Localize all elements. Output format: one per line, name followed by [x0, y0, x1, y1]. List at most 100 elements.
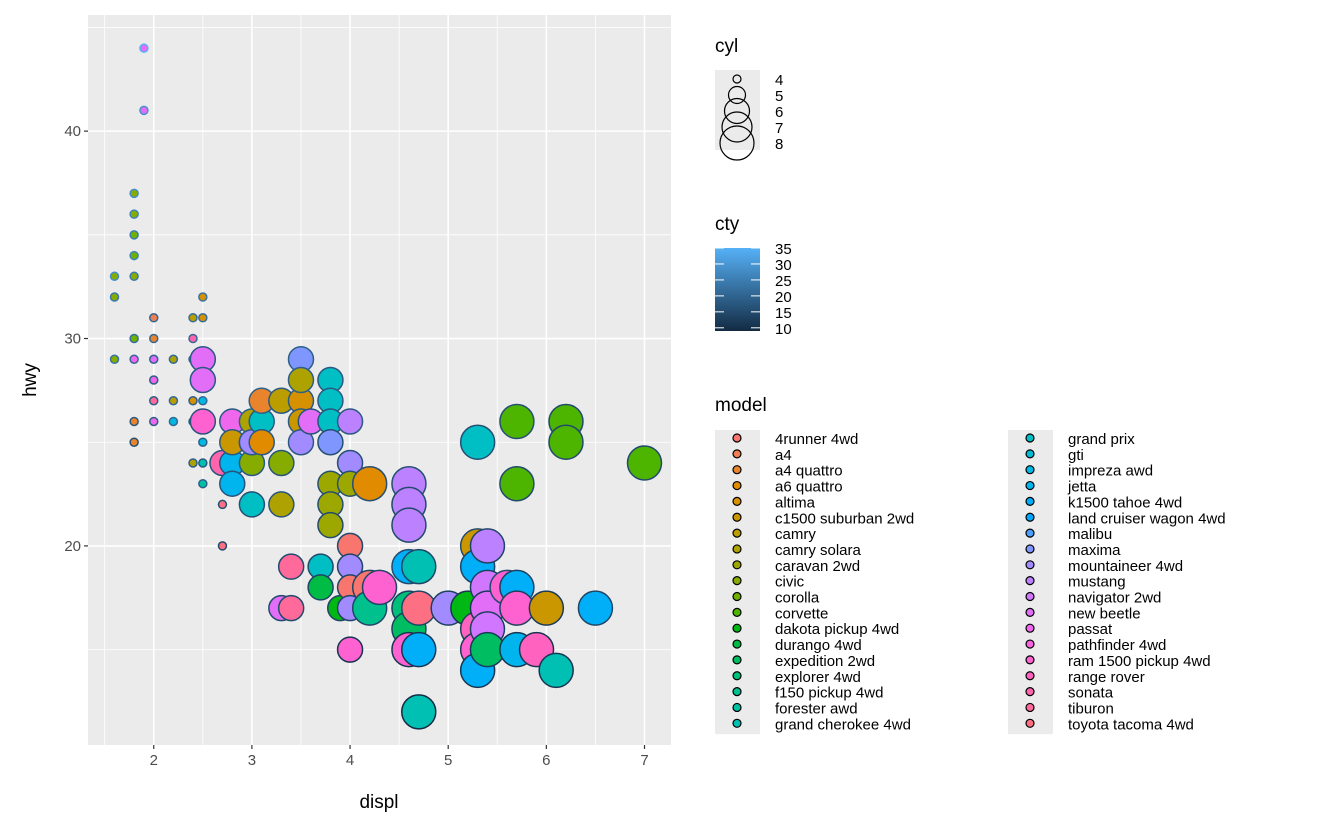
data-point — [528, 590, 565, 626]
data-point — [219, 470, 246, 497]
data-point — [188, 313, 198, 323]
legend-cyl-label: 5 — [775, 88, 783, 105]
legend-model-label: k1500 tahoe 4wd — [1068, 494, 1182, 511]
legend-model-label: corolla — [775, 590, 820, 607]
plot-panel — [88, 15, 671, 745]
data-point — [469, 528, 506, 564]
data-point — [391, 507, 427, 543]
legend-cyl-label: 7 — [775, 120, 783, 137]
legend-model-label: forester awd — [775, 700, 858, 717]
legend-model-label: altima — [775, 494, 816, 511]
data-point — [268, 491, 295, 518]
data-point — [317, 428, 344, 456]
legend-model-label: passat — [1068, 621, 1113, 638]
legend-model-label: a4 quattro — [775, 463, 843, 480]
legend-model-key — [1025, 433, 1035, 443]
legend-cyl-label: 6 — [775, 104, 783, 121]
legend-model-label: mountaineer 4wd — [1068, 558, 1183, 575]
data-point — [189, 366, 217, 394]
legend-cty-label: 20 — [775, 289, 792, 306]
legend-model-label: new beetle — [1068, 605, 1141, 622]
legend-size-key — [723, 97, 751, 125]
data-point — [198, 292, 208, 302]
legend-model-label: grand prix — [1068, 431, 1135, 448]
legend-model-key — [1025, 718, 1035, 728]
y-axis-title: hwy — [20, 363, 41, 397]
legend-model-key — [1025, 560, 1035, 570]
legend-model-key — [732, 576, 742, 586]
legend-cyl-title: cyl — [715, 36, 738, 57]
data-point — [129, 354, 139, 365]
data-point — [129, 437, 139, 447]
data-point — [129, 188, 139, 199]
data-point — [277, 553, 305, 580]
legend-model-key — [732, 639, 742, 649]
data-point — [577, 590, 614, 626]
legend-model-label: range rover — [1068, 669, 1145, 686]
data-point — [149, 395, 159, 406]
legend-model-key — [732, 686, 742, 697]
data-point — [548, 424, 584, 460]
legend-model-label: caravan 2wd — [775, 558, 860, 575]
data-point — [139, 105, 149, 116]
data-points — [109, 43, 663, 730]
legend-model-key — [1025, 449, 1035, 459]
data-point — [499, 465, 535, 502]
legend-cty-label: 25 — [775, 273, 792, 290]
legend-cyl-label: 8 — [775, 136, 783, 153]
data-point — [317, 511, 344, 539]
legend-model-key — [732, 718, 742, 728]
data-point — [168, 354, 179, 365]
legend-model-label: gti — [1068, 447, 1084, 464]
data-point — [149, 313, 159, 323]
legend-model-key — [732, 655, 742, 665]
legend-model-label: dakota pickup 4wd — [775, 621, 899, 638]
x-tick-label: 7 — [640, 752, 648, 769]
x-axis-title: displ — [359, 792, 398, 813]
legend-model-label: toyota tacoma 4wd — [1068, 716, 1194, 733]
legend-cty-label: 30 — [775, 257, 792, 274]
legend-model-key — [1025, 544, 1035, 554]
legend-model-key — [1025, 671, 1035, 681]
legend-model-label: durango 4wd — [775, 637, 862, 654]
data-point — [129, 209, 139, 219]
legend-model-key — [732, 480, 742, 491]
legend-size-key — [732, 74, 742, 84]
data-point — [198, 437, 208, 447]
legend-model-label: grand cherokee 4wd — [775, 716, 911, 733]
legend-model-key — [1025, 528, 1035, 538]
legend-model-label: corvette — [775, 605, 828, 622]
data-point — [277, 594, 305, 622]
y-tick-label: 20 — [64, 538, 81, 555]
data-point — [626, 445, 663, 481]
data-point — [287, 366, 315, 394]
legend-model-label: expedition 2wd — [775, 653, 875, 670]
x-tick-label: 5 — [444, 752, 452, 769]
data-point — [109, 292, 120, 302]
data-point — [401, 548, 437, 585]
legend-model-label: camry solara — [775, 542, 862, 559]
x-tick-label: 6 — [542, 752, 550, 769]
legend-model-key — [1025, 639, 1035, 649]
legend-model-label: a4 — [775, 447, 792, 464]
data-point — [198, 313, 208, 323]
legend-model-key — [1025, 702, 1035, 713]
data-point — [188, 458, 198, 468]
data-point — [188, 395, 198, 406]
legend-cty-label: 10 — [775, 321, 792, 338]
legend-model-label: land cruiser wagon 4wd — [1068, 510, 1226, 527]
legend-model-label: f150 pickup 4wd — [775, 685, 883, 702]
data-point — [129, 250, 139, 261]
legend-model-key — [732, 702, 742, 713]
data-point — [129, 271, 139, 282]
legend-model-label: impreza awd — [1068, 463, 1153, 480]
data-point — [268, 449, 295, 477]
data-point — [336, 408, 364, 435]
legend-cty-title: cty — [715, 214, 740, 235]
data-point — [149, 354, 159, 365]
x-tick-label: 2 — [150, 752, 158, 769]
